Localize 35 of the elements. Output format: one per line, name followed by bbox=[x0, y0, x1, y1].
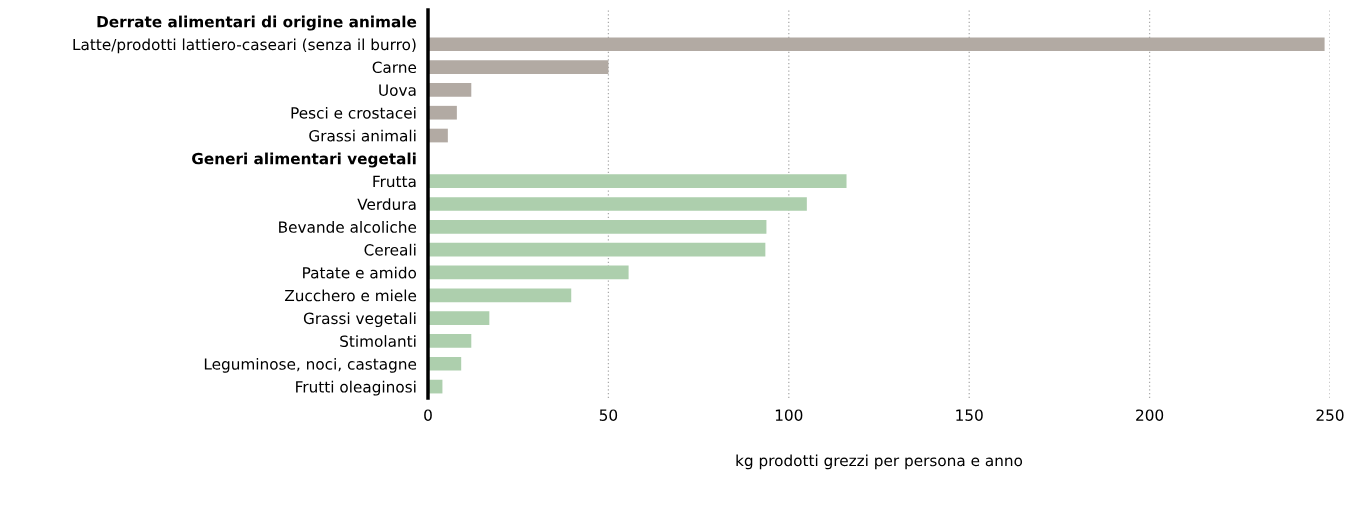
y-tick-label: Generi alimentari vegetali bbox=[192, 152, 416, 168]
bar bbox=[428, 311, 490, 325]
y-tick-label: Derrate alimentari di origine animale bbox=[97, 15, 417, 31]
y-tick-label: Latte/prodotti lattiero-caseari (senza il burro) bbox=[73, 38, 416, 54]
y-tick-label: Patate e amido bbox=[303, 266, 417, 279]
y-tick-label: Bevande alcoliche bbox=[279, 221, 417, 233]
y-tick-label: Pesci e crostacei bbox=[291, 106, 416, 119]
y-tick-label: Cereali bbox=[364, 243, 416, 256]
x-tick-label: 150 bbox=[956, 409, 983, 421]
x-tick-label: 250 bbox=[1316, 409, 1344, 421]
y-tick-label: Uova bbox=[379, 84, 416, 96]
y-tick-label: Leguminose, noci, castagne bbox=[204, 357, 417, 373]
bar bbox=[428, 83, 472, 97]
bar bbox=[428, 105, 457, 120]
bar bbox=[428, 197, 807, 211]
bar bbox=[428, 265, 629, 280]
x-tick-label: 100 bbox=[775, 409, 803, 421]
x-axis-title: kg prodotti grezzi per persona e anno bbox=[736, 454, 1023, 470]
y-tick-label: Grassi animali bbox=[309, 129, 416, 142]
x-tick-label: 50 bbox=[599, 409, 618, 421]
bar bbox=[428, 356, 462, 371]
bar bbox=[428, 219, 767, 234]
y-tick-label: Grassi vegetali bbox=[303, 312, 416, 328]
bar bbox=[428, 334, 472, 348]
bar bbox=[428, 174, 847, 189]
y-tick-label: Frutta bbox=[373, 175, 416, 188]
y-tick-label: Frutti oleaginosi bbox=[296, 380, 416, 396]
y-tick-label: Carne bbox=[372, 61, 417, 74]
x-tick-label: 200 bbox=[1136, 409, 1164, 421]
y-tick-label: Stimolanti bbox=[340, 335, 416, 347]
y-tick-label: Verdura bbox=[357, 198, 416, 211]
bar bbox=[428, 242, 766, 257]
x-tick-label: 0 bbox=[424, 409, 432, 421]
bar bbox=[428, 288, 572, 303]
y-tick-label: Zucchero e miele bbox=[284, 289, 417, 302]
